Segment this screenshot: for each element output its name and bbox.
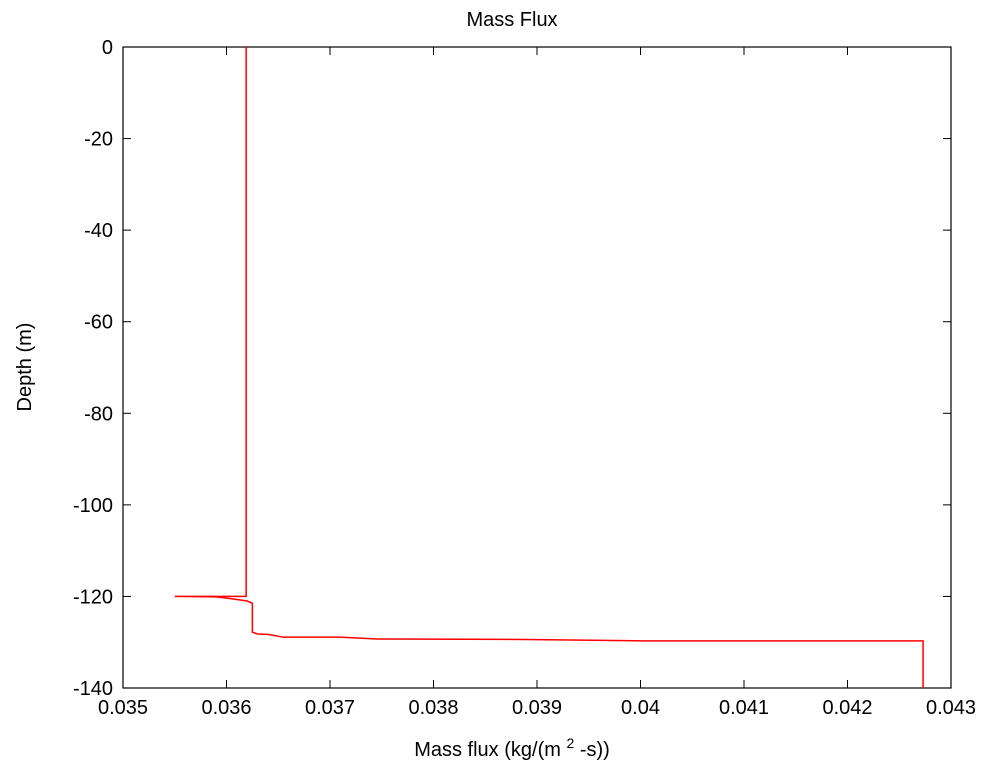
x-tick-label: 0.04 bbox=[621, 697, 660, 719]
x-axis-label: Mass flux (kg/(m 2 -s)) bbox=[414, 731, 610, 761]
x-tick-label: 0.035 bbox=[98, 697, 148, 719]
y-tick-label: -60 bbox=[84, 312, 113, 334]
x-tick-label: 0.039 bbox=[512, 697, 562, 719]
chart-title: Mass Flux bbox=[466, 9, 557, 31]
x-tick-label: 0.043 bbox=[926, 697, 976, 719]
x-tick-label: 0.036 bbox=[201, 697, 251, 719]
y-tick-label: -140 bbox=[73, 678, 113, 700]
y-tick-label: -40 bbox=[84, 220, 113, 242]
x-tick-label: 0.042 bbox=[822, 697, 872, 719]
series-line-mass-flux bbox=[174, 47, 924, 688]
y-tick-label: -120 bbox=[73, 586, 113, 608]
x-tick-label: 0.037 bbox=[305, 697, 355, 719]
x-axis-label-superscript: 2 bbox=[566, 735, 574, 751]
y-tick-label: 0 bbox=[102, 37, 113, 59]
y-axis-label: Depth (m) bbox=[14, 323, 36, 412]
y-tick-label: -20 bbox=[84, 129, 113, 151]
y-tick-label: -100 bbox=[73, 495, 113, 517]
x-axis-label-main: Mass flux (kg/(m bbox=[414, 739, 561, 761]
y-tick-label: -80 bbox=[84, 403, 113, 425]
x-tick-label: 0.038 bbox=[408, 697, 458, 719]
x-axis-label-tail: -s)) bbox=[580, 739, 610, 761]
plot-area: 0.035 0.036 0.037 0.038 0.039 0.04 0.041 0.042 0… bbox=[73, 37, 976, 719]
x-tick-label: 0.041 bbox=[719, 697, 769, 719]
